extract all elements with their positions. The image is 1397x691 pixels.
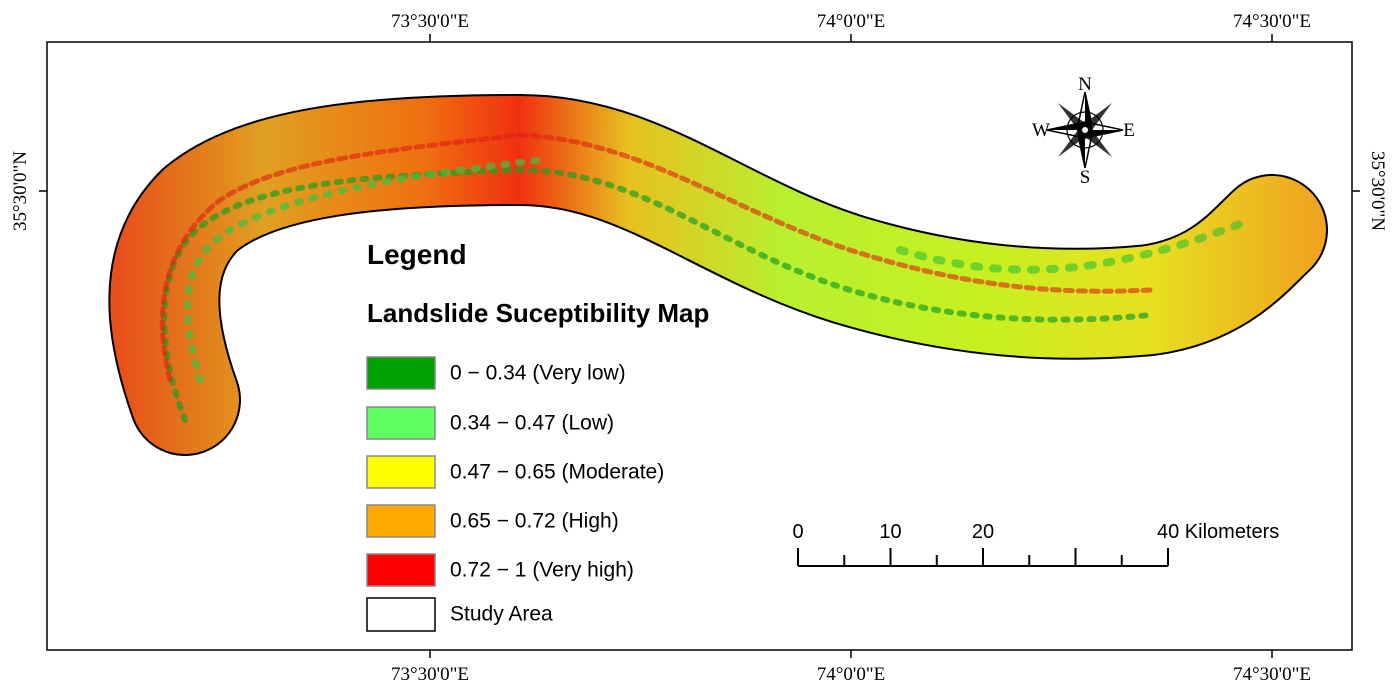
legend-label: 0.65 − 0.72 (High) bbox=[450, 510, 619, 533]
coord-label: 74°0'0"E bbox=[817, 664, 885, 685]
scale-label: 40 Kilometers bbox=[1157, 521, 1279, 543]
legend-label: 0.72 − 1 (Very high) bbox=[450, 559, 634, 582]
scale-label: 0 bbox=[792, 521, 803, 543]
legend-label: 0.34 − 0.47 (Low) bbox=[450, 412, 614, 435]
compass-letter: S bbox=[1080, 167, 1091, 188]
legend-swatch bbox=[366, 356, 436, 390]
legend-label: 0.47 − 0.65 (Moderate) bbox=[450, 461, 664, 484]
coord-label: 74°0'0"E bbox=[817, 11, 885, 32]
legend-swatch bbox=[366, 504, 436, 538]
scale-label: 20 bbox=[972, 521, 994, 543]
frame-ticks bbox=[39, 34, 1360, 658]
legend-swatch bbox=[366, 553, 436, 587]
map-frame bbox=[46, 41, 1353, 651]
compass-letter: E bbox=[1123, 120, 1135, 141]
legend-label: 0 − 0.34 (Very low) bbox=[450, 362, 626, 385]
coord-label: 74°30'0"E bbox=[1233, 664, 1311, 685]
coord-label: 35°30'0"N bbox=[1367, 151, 1388, 231]
coord-label: 73°30'0"E bbox=[391, 11, 469, 32]
legend-swatch bbox=[366, 597, 436, 632]
legend-swatch bbox=[366, 406, 436, 440]
study-area bbox=[108, 94, 1328, 456]
legend-label: Study Area bbox=[450, 603, 553, 626]
compass-letter: W bbox=[1032, 120, 1050, 141]
coord-label: 73°30'0"E bbox=[391, 664, 469, 685]
compass-rose bbox=[1046, 91, 1124, 169]
legend-swatch bbox=[366, 455, 436, 489]
coord-label: 35°30'0"N bbox=[10, 151, 31, 231]
compass-letter: N bbox=[1078, 74, 1092, 95]
scale-label: 10 bbox=[879, 521, 901, 543]
legend-title: Legend bbox=[367, 239, 467, 270]
legend-subtitle: Landslide Suceptibility Map bbox=[367, 298, 709, 328]
coord-label: 74°30'0"E bbox=[1233, 11, 1311, 32]
